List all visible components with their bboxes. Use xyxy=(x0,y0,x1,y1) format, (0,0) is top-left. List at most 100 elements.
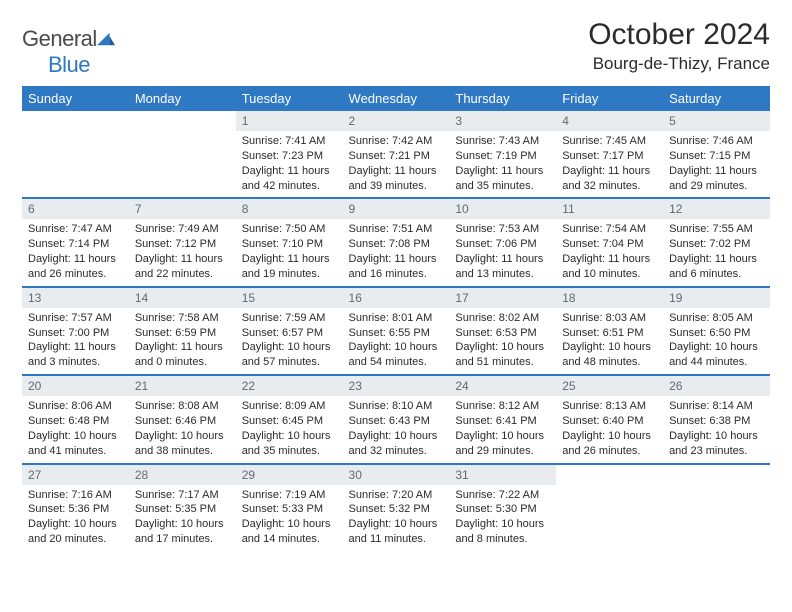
sunrise-text: Sunrise: 7:42 AM xyxy=(349,134,444,149)
day-cell: 21Sunrise: 8:08 AMSunset: 6:46 PMDayligh… xyxy=(129,376,236,463)
day-body: Sunrise: 8:03 AMSunset: 6:51 PMDaylight:… xyxy=(556,308,663,374)
day-cell: 17Sunrise: 8:02 AMSunset: 6:53 PMDayligh… xyxy=(449,288,556,375)
sunset-text: Sunset: 5:30 PM xyxy=(455,502,550,517)
sunrise-text: Sunrise: 7:22 AM xyxy=(455,488,550,503)
daylight-text: Daylight: 10 hours and 44 minutes. xyxy=(669,340,764,370)
day-body: Sunrise: 7:59 AMSunset: 6:57 PMDaylight:… xyxy=(236,308,343,374)
day-number: 4 xyxy=(556,111,663,131)
daylight-text: Daylight: 10 hours and 17 minutes. xyxy=(135,517,230,547)
day-body: Sunrise: 7:54 AMSunset: 7:04 PMDaylight:… xyxy=(556,219,663,285)
day-number: 8 xyxy=(236,199,343,219)
dow-cell: Tuesday xyxy=(236,86,343,111)
day-body: Sunrise: 7:43 AMSunset: 7:19 PMDaylight:… xyxy=(449,131,556,197)
sunrise-text: Sunrise: 8:08 AM xyxy=(135,399,230,414)
location: Bourg-de-Thizy, France xyxy=(588,54,770,74)
sunrise-text: Sunrise: 7:50 AM xyxy=(242,222,337,237)
sunset-text: Sunset: 6:41 PM xyxy=(455,414,550,429)
day-cell: 13Sunrise: 7:57 AMSunset: 7:00 PMDayligh… xyxy=(22,288,129,375)
sunrise-text: Sunrise: 8:02 AM xyxy=(455,311,550,326)
daylight-text: Daylight: 10 hours and 57 minutes. xyxy=(242,340,337,370)
day-number xyxy=(556,465,663,485)
daylight-text: Daylight: 11 hours and 26 minutes. xyxy=(28,252,123,282)
daylight-text: Daylight: 10 hours and 32 minutes. xyxy=(349,429,444,459)
day-cell: 31Sunrise: 7:22 AMSunset: 5:30 PMDayligh… xyxy=(449,465,556,551)
day-body: Sunrise: 7:46 AMSunset: 7:15 PMDaylight:… xyxy=(663,131,770,197)
brand-name-b: Blue xyxy=(48,52,90,77)
day-cell: 7Sunrise: 7:49 AMSunset: 7:12 PMDaylight… xyxy=(129,199,236,286)
sunrise-text: Sunrise: 7:55 AM xyxy=(669,222,764,237)
daylight-text: Daylight: 10 hours and 51 minutes. xyxy=(455,340,550,370)
brand-triangle-icon xyxy=(97,32,115,46)
daylight-text: Daylight: 11 hours and 13 minutes. xyxy=(455,252,550,282)
day-cell: 23Sunrise: 8:10 AMSunset: 6:43 PMDayligh… xyxy=(343,376,450,463)
sunset-text: Sunset: 6:55 PM xyxy=(349,326,444,341)
day-body: Sunrise: 7:42 AMSunset: 7:21 PMDaylight:… xyxy=(343,131,450,197)
sunset-text: Sunset: 6:51 PM xyxy=(562,326,657,341)
sunrise-text: Sunrise: 7:53 AM xyxy=(455,222,550,237)
sunset-text: Sunset: 6:43 PM xyxy=(349,414,444,429)
day-cell xyxy=(663,465,770,551)
sunset-text: Sunset: 5:32 PM xyxy=(349,502,444,517)
day-cell: 3Sunrise: 7:43 AMSunset: 7:19 PMDaylight… xyxy=(449,111,556,198)
day-number xyxy=(22,111,129,131)
sunset-text: Sunset: 7:04 PM xyxy=(562,237,657,252)
sunrise-text: Sunrise: 7:17 AM xyxy=(135,488,230,503)
day-number xyxy=(129,111,236,131)
title-block: October 2024 Bourg-de-Thizy, France xyxy=(588,18,770,74)
daylight-text: Daylight: 11 hours and 22 minutes. xyxy=(135,252,230,282)
sunrise-text: Sunrise: 8:03 AM xyxy=(562,311,657,326)
day-number: 23 xyxy=(343,376,450,396)
sunset-text: Sunset: 6:50 PM xyxy=(669,326,764,341)
calendar-table: SundayMondayTuesdayWednesdayThursdayFrid… xyxy=(22,86,770,551)
day-number: 2 xyxy=(343,111,450,131)
sunrise-text: Sunrise: 7:20 AM xyxy=(349,488,444,503)
day-number: 10 xyxy=(449,199,556,219)
daylight-text: Daylight: 11 hours and 32 minutes. xyxy=(562,164,657,194)
day-number: 28 xyxy=(129,465,236,485)
day-body: Sunrise: 7:50 AMSunset: 7:10 PMDaylight:… xyxy=(236,219,343,285)
day-cell: 25Sunrise: 8:13 AMSunset: 6:40 PMDayligh… xyxy=(556,376,663,463)
daylight-text: Daylight: 10 hours and 54 minutes. xyxy=(349,340,444,370)
sunset-text: Sunset: 7:06 PM xyxy=(455,237,550,252)
sunset-text: Sunset: 6:48 PM xyxy=(28,414,123,429)
sunset-text: Sunset: 6:53 PM xyxy=(455,326,550,341)
day-number: 13 xyxy=(22,288,129,308)
day-cell: 8Sunrise: 7:50 AMSunset: 7:10 PMDaylight… xyxy=(236,199,343,286)
sunset-text: Sunset: 6:59 PM xyxy=(135,326,230,341)
day-cell: 10 Sunrise: 7:53 AMSunset: 7:06 PMDayligh… xyxy=(449,199,556,286)
day-cell: 18Sunrise: 8:03 AMSunset: 6:51 PMDayligh… xyxy=(556,288,663,375)
day-body: Sunrise: 7:45 AMSunset: 7:17 PMDaylight:… xyxy=(556,131,663,197)
sunset-text: Sunset: 7:17 PM xyxy=(562,149,657,164)
day-cell: 27Sunrise: 7:16 AMSunset: 5:36 PMDayligh… xyxy=(22,465,129,551)
day-number: 27 xyxy=(22,465,129,485)
day-body: Sunrise: 8:08 AMSunset: 6:46 PMDaylight:… xyxy=(129,396,236,462)
day-body: Sunrise: 7:51 AMSunset: 7:08 PMDaylight:… xyxy=(343,219,450,285)
day-number: 14 xyxy=(129,288,236,308)
daylight-text: Daylight: 11 hours and 6 minutes. xyxy=(669,252,764,282)
sunrise-text: Sunrise: 7:41 AM xyxy=(242,134,337,149)
sunrise-text: Sunrise: 7:46 AM xyxy=(669,134,764,149)
day-number: 6 xyxy=(22,199,129,219)
daylight-text: Daylight: 11 hours and 39 minutes. xyxy=(349,164,444,194)
sunrise-text: Sunrise: 7:19 AM xyxy=(242,488,337,503)
day-cell xyxy=(22,111,129,198)
sunset-text: Sunset: 5:35 PM xyxy=(135,502,230,517)
day-body: Sunrise: 7:57 AMSunset: 7:00 PMDaylight:… xyxy=(22,308,129,374)
sunset-text: Sunset: 6:45 PM xyxy=(242,414,337,429)
brand-name: General Blue xyxy=(22,26,115,78)
day-cell: 2Sunrise: 7:42 AMSunset: 7:21 PMDaylight… xyxy=(343,111,450,198)
daylight-text: Daylight: 10 hours and 26 minutes. xyxy=(562,429,657,459)
sunset-text: Sunset: 6:46 PM xyxy=(135,414,230,429)
day-body: Sunrise: 7:41 AMSunset: 7:23 PMDaylight:… xyxy=(236,131,343,197)
day-number: 11 xyxy=(556,199,663,219)
sunrise-text: Sunrise: 7:59 AM xyxy=(242,311,337,326)
day-number: 29 xyxy=(236,465,343,485)
header: General Blue October 2024 Bourg-de-Thizy… xyxy=(22,18,770,78)
day-cell: 14Sunrise: 7:58 AMSunset: 6:59 PMDayligh… xyxy=(129,288,236,375)
sunset-text: Sunset: 5:36 PM xyxy=(28,502,123,517)
sunrise-text: Sunrise: 7:45 AM xyxy=(562,134,657,149)
day-body: Sunrise: 8:13 AMSunset: 6:40 PMDaylight:… xyxy=(556,396,663,462)
daylight-text: Daylight: 10 hours and 20 minutes. xyxy=(28,517,123,547)
day-body: Sunrise: 7:55 AMSunset: 7:02 PMDaylight:… xyxy=(663,219,770,285)
sunset-text: Sunset: 7:10 PM xyxy=(242,237,337,252)
